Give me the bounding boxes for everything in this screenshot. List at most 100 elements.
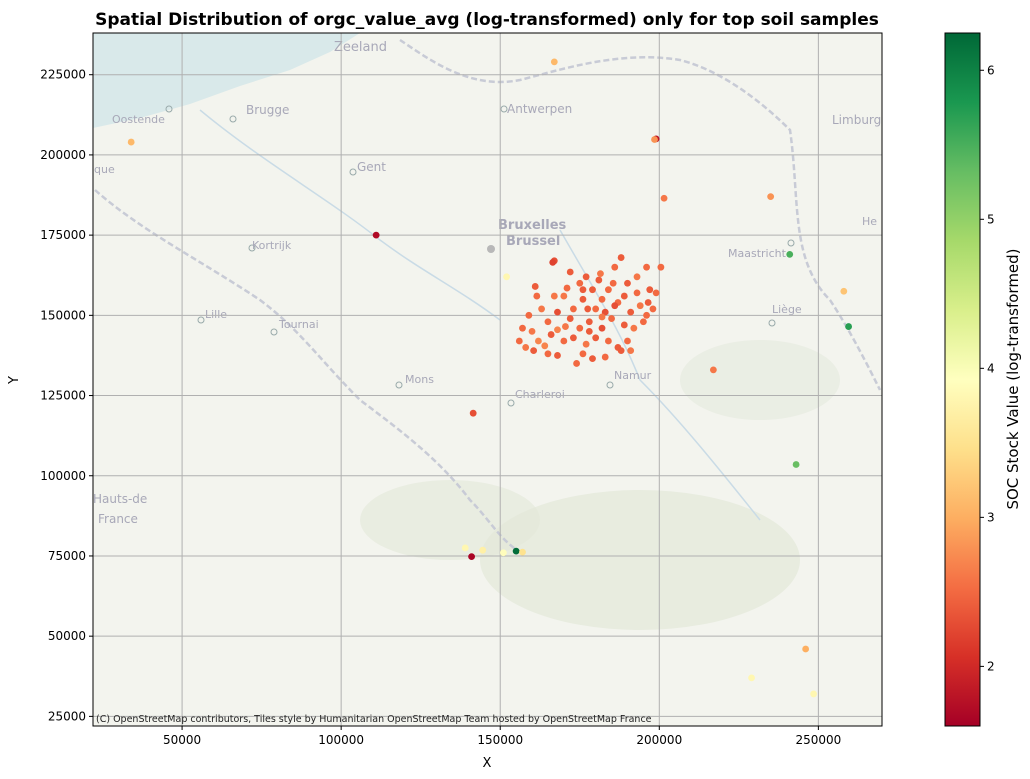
map-label-charleroi: Charleroi [515,388,565,401]
data-point [633,289,641,297]
map-label-oostende: Oostende [112,113,165,126]
y-tick-label: 200000 [40,148,86,162]
colorbar-ticks: 2 3 4 5 6 [980,63,995,673]
colorbar-tick-label: 3 [987,510,995,524]
colorbar-tick-label: 4 [987,361,995,375]
data-point [624,337,631,345]
data-point [515,337,523,345]
data-point [525,311,533,319]
data-point [620,292,628,300]
data-point [573,360,580,367]
map-label-mons: Mons [405,373,434,386]
map-label-antwerpen: Antwerpen [507,102,572,116]
y-tick-label: 150000 [40,308,86,322]
data-point [372,231,380,239]
data-point [840,287,848,295]
chart-title: Spatial Distribution of orgc_value_avg (… [95,10,879,30]
data-point [802,645,810,653]
y-tick-label: 175000 [40,228,86,242]
data-point [649,305,657,313]
data-point [604,337,612,345]
x-tick-label: 100000 [318,733,364,747]
map-label-maastricht: Maastricht [728,247,787,260]
data-point [500,549,507,557]
data-point [592,305,600,313]
data-point [579,295,587,303]
map-attribution: (C) OpenStreetMap contributors, Tiles st… [96,714,652,725]
data-point [576,324,584,332]
basemap: Zeeland Oostende Brugge Antwerpen Limbur… [93,33,882,726]
x-tick-label: 200000 [636,733,682,747]
x-tick-label: 150000 [477,733,523,747]
map-label-gent: Gent [357,160,386,174]
y-tick-label: 50000 [48,629,86,643]
data-point [535,337,542,345]
data-point [531,283,539,290]
data-point [657,263,665,271]
data-point [550,58,558,66]
data-point [792,461,800,468]
data-point [598,324,606,332]
data-point [608,315,615,322]
data-point [636,302,644,310]
data-point [651,136,658,143]
data-point [569,334,577,342]
colorbar-tick-label: 6 [987,63,995,77]
map-label-brussel: Brussel [506,234,560,249]
data-point [601,308,609,316]
data-point [627,347,635,355]
data-point [579,350,587,358]
map-label-brugge: Brugge [246,103,289,117]
scatter-points [127,58,852,698]
map-label-hauts-de: Hauts-de [93,492,147,506]
data-point [550,292,558,300]
data-point [624,279,631,287]
data-point [709,366,717,374]
data-point [639,318,647,326]
data-point [530,347,538,355]
data-point [562,323,569,330]
data-point [646,286,654,294]
data-point [598,313,606,321]
data-point [748,674,755,682]
data-point [592,334,600,342]
data-point [601,353,609,361]
y-tick-label: 125000 [40,389,86,403]
data-point [597,270,604,278]
data-point [643,263,650,271]
data-point [617,347,625,355]
colorbar-label: SOC Stock Value (log-transformed) [1004,248,1022,509]
data-point [503,273,510,281]
data-point [585,327,593,335]
data-point [810,690,817,698]
data-point [563,284,571,292]
data-point [127,138,135,146]
data-point [560,337,568,345]
data-point [845,323,852,330]
map-label-lille: Lille [205,308,227,321]
data-point [767,193,775,201]
y-axis-ticks: 25000 50000 75000 100000 125000 150000 175000 2… [40,68,93,723]
data-point [554,326,561,334]
y-tick-label: 225000 [40,68,86,82]
y-tick-label: 100000 [40,469,86,483]
data-point [652,289,660,297]
data-point [617,254,625,261]
data-point [469,409,477,417]
data-point [620,321,628,329]
plot-frame [92,32,883,727]
data-point [630,324,638,332]
data-point [547,331,555,338]
data-point [585,318,593,326]
map-label-zeeland: Zeeland [334,40,387,55]
data-point [554,352,561,359]
data-point [589,286,596,294]
data-point [660,194,668,202]
data-point [579,286,587,294]
data-point [569,305,577,313]
data-point [549,258,557,266]
data-point [468,553,475,560]
y-axis-label: Y [7,376,22,385]
data-point [633,273,641,281]
